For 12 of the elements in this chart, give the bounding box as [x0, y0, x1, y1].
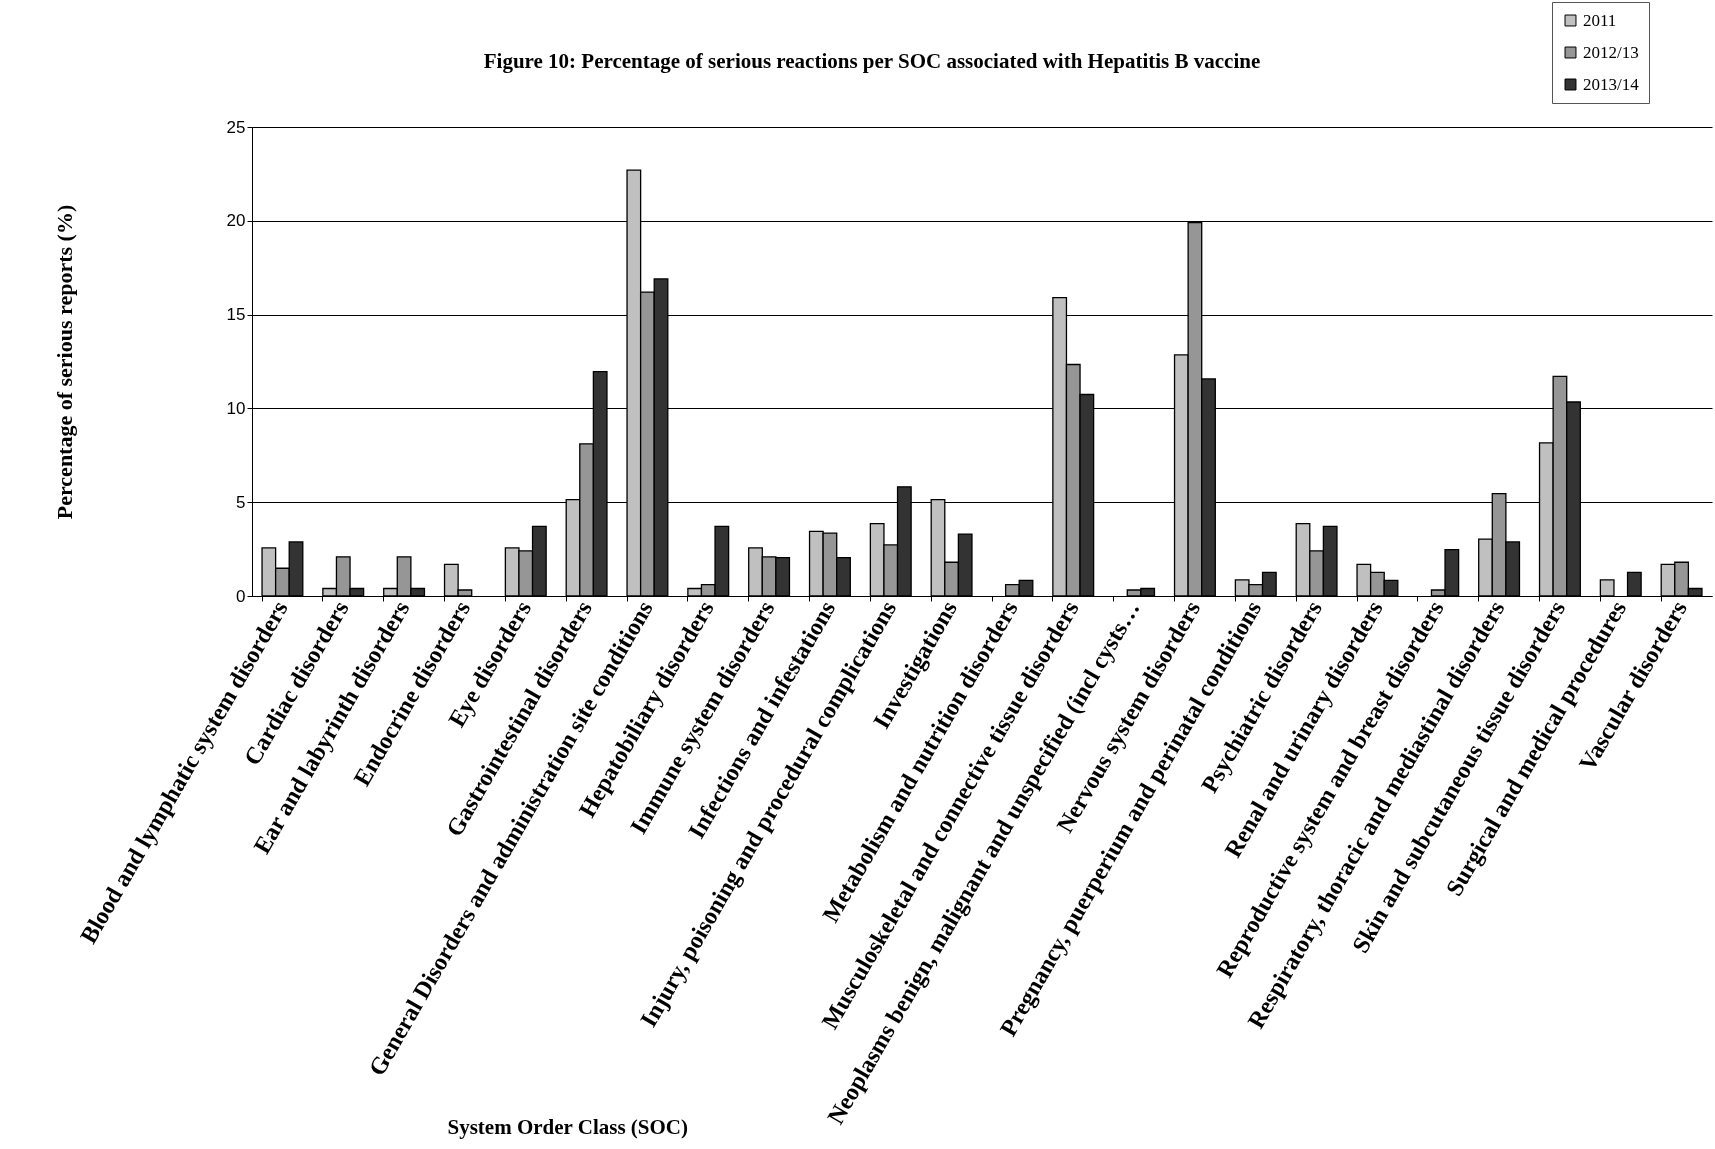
legend-label: 2013/14	[1583, 74, 1640, 94]
y-axis-title: Percentage of serious reports (%)	[51, 204, 77, 520]
legend-label: 2012/13	[1583, 42, 1639, 62]
x-axis-title: System Order Class (SOC)	[447, 1114, 689, 1139]
y-tick-label: 25	[226, 117, 246, 137]
y-tick-label: 15	[226, 305, 246, 325]
y-tick-label: 20	[226, 211, 246, 231]
chart-title: Figure 10: Percentage of serious reactions per SOC associated with Hepatitis B vaccine	[483, 48, 1261, 73]
y-tick-label: 0	[236, 586, 246, 606]
y-tick-label: 10	[226, 398, 246, 418]
legend-label: 2011	[1583, 10, 1617, 30]
y-tick-label: 5	[236, 492, 246, 512]
